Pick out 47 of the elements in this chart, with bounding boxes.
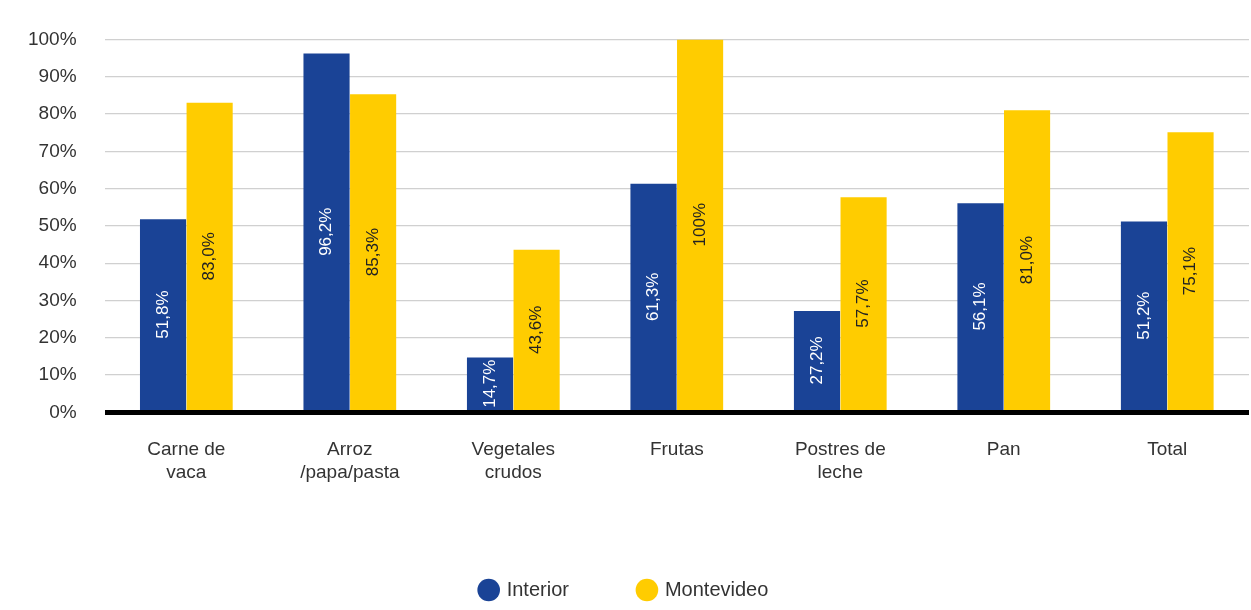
data-label: 96,2% xyxy=(316,207,336,256)
data-label: 43,6% xyxy=(526,305,546,354)
bar xyxy=(840,197,887,410)
y-tick-label: 10% xyxy=(38,363,77,385)
x-tick-label: Vegetales crudos xyxy=(471,438,556,482)
data-label: 75,1% xyxy=(1180,246,1200,296)
x-tick-label: Arroz /papa/pasta xyxy=(300,438,400,482)
y-tick-label: 70% xyxy=(38,139,77,161)
data-label: 27,2% xyxy=(806,336,826,385)
bar xyxy=(1167,132,1214,410)
data-label: 14,7% xyxy=(479,359,499,408)
x-tick-label: Postres de leche xyxy=(794,438,886,482)
y-tick-label: 0% xyxy=(49,400,77,422)
bar xyxy=(630,183,677,410)
data-label: 56,1% xyxy=(970,282,990,331)
y-tick-label: 20% xyxy=(38,326,77,348)
bar xyxy=(139,219,187,410)
y-tick-label: 50% xyxy=(38,214,77,236)
bar xyxy=(350,94,397,410)
y-tick-label: 60% xyxy=(38,176,77,198)
bar xyxy=(303,53,350,410)
data-label: 51,2% xyxy=(1133,291,1153,340)
bar xyxy=(1004,110,1051,410)
y-tick-label: 30% xyxy=(38,288,77,310)
bar xyxy=(513,249,560,410)
x-tick-label: Pan xyxy=(986,438,1021,460)
y-tick-label: 100% xyxy=(27,27,77,49)
x-tick-label: Total xyxy=(1147,438,1188,460)
data-label: 100% xyxy=(689,202,709,247)
data-label: 83,0% xyxy=(199,232,219,281)
bar xyxy=(793,310,841,410)
legend-label: Interior xyxy=(506,577,570,600)
bar xyxy=(677,39,724,410)
data-label: 57,7% xyxy=(853,279,873,328)
bar xyxy=(957,203,1004,410)
y-tick-label: 90% xyxy=(38,64,77,86)
x-tick-label: Frutas xyxy=(649,438,704,460)
x-tick-label: Carne de vaca xyxy=(147,438,226,482)
data-label: 61,3% xyxy=(643,272,663,321)
legend-label: Montevideo xyxy=(664,577,769,600)
data-label: 51,8% xyxy=(152,290,172,339)
bar xyxy=(186,102,233,410)
bar xyxy=(1120,221,1168,410)
y-tick-label: 40% xyxy=(38,251,77,273)
data-label: 81,0% xyxy=(1016,235,1036,285)
data-label: 85,3% xyxy=(362,227,382,277)
y-tick-label: 80% xyxy=(38,102,77,124)
